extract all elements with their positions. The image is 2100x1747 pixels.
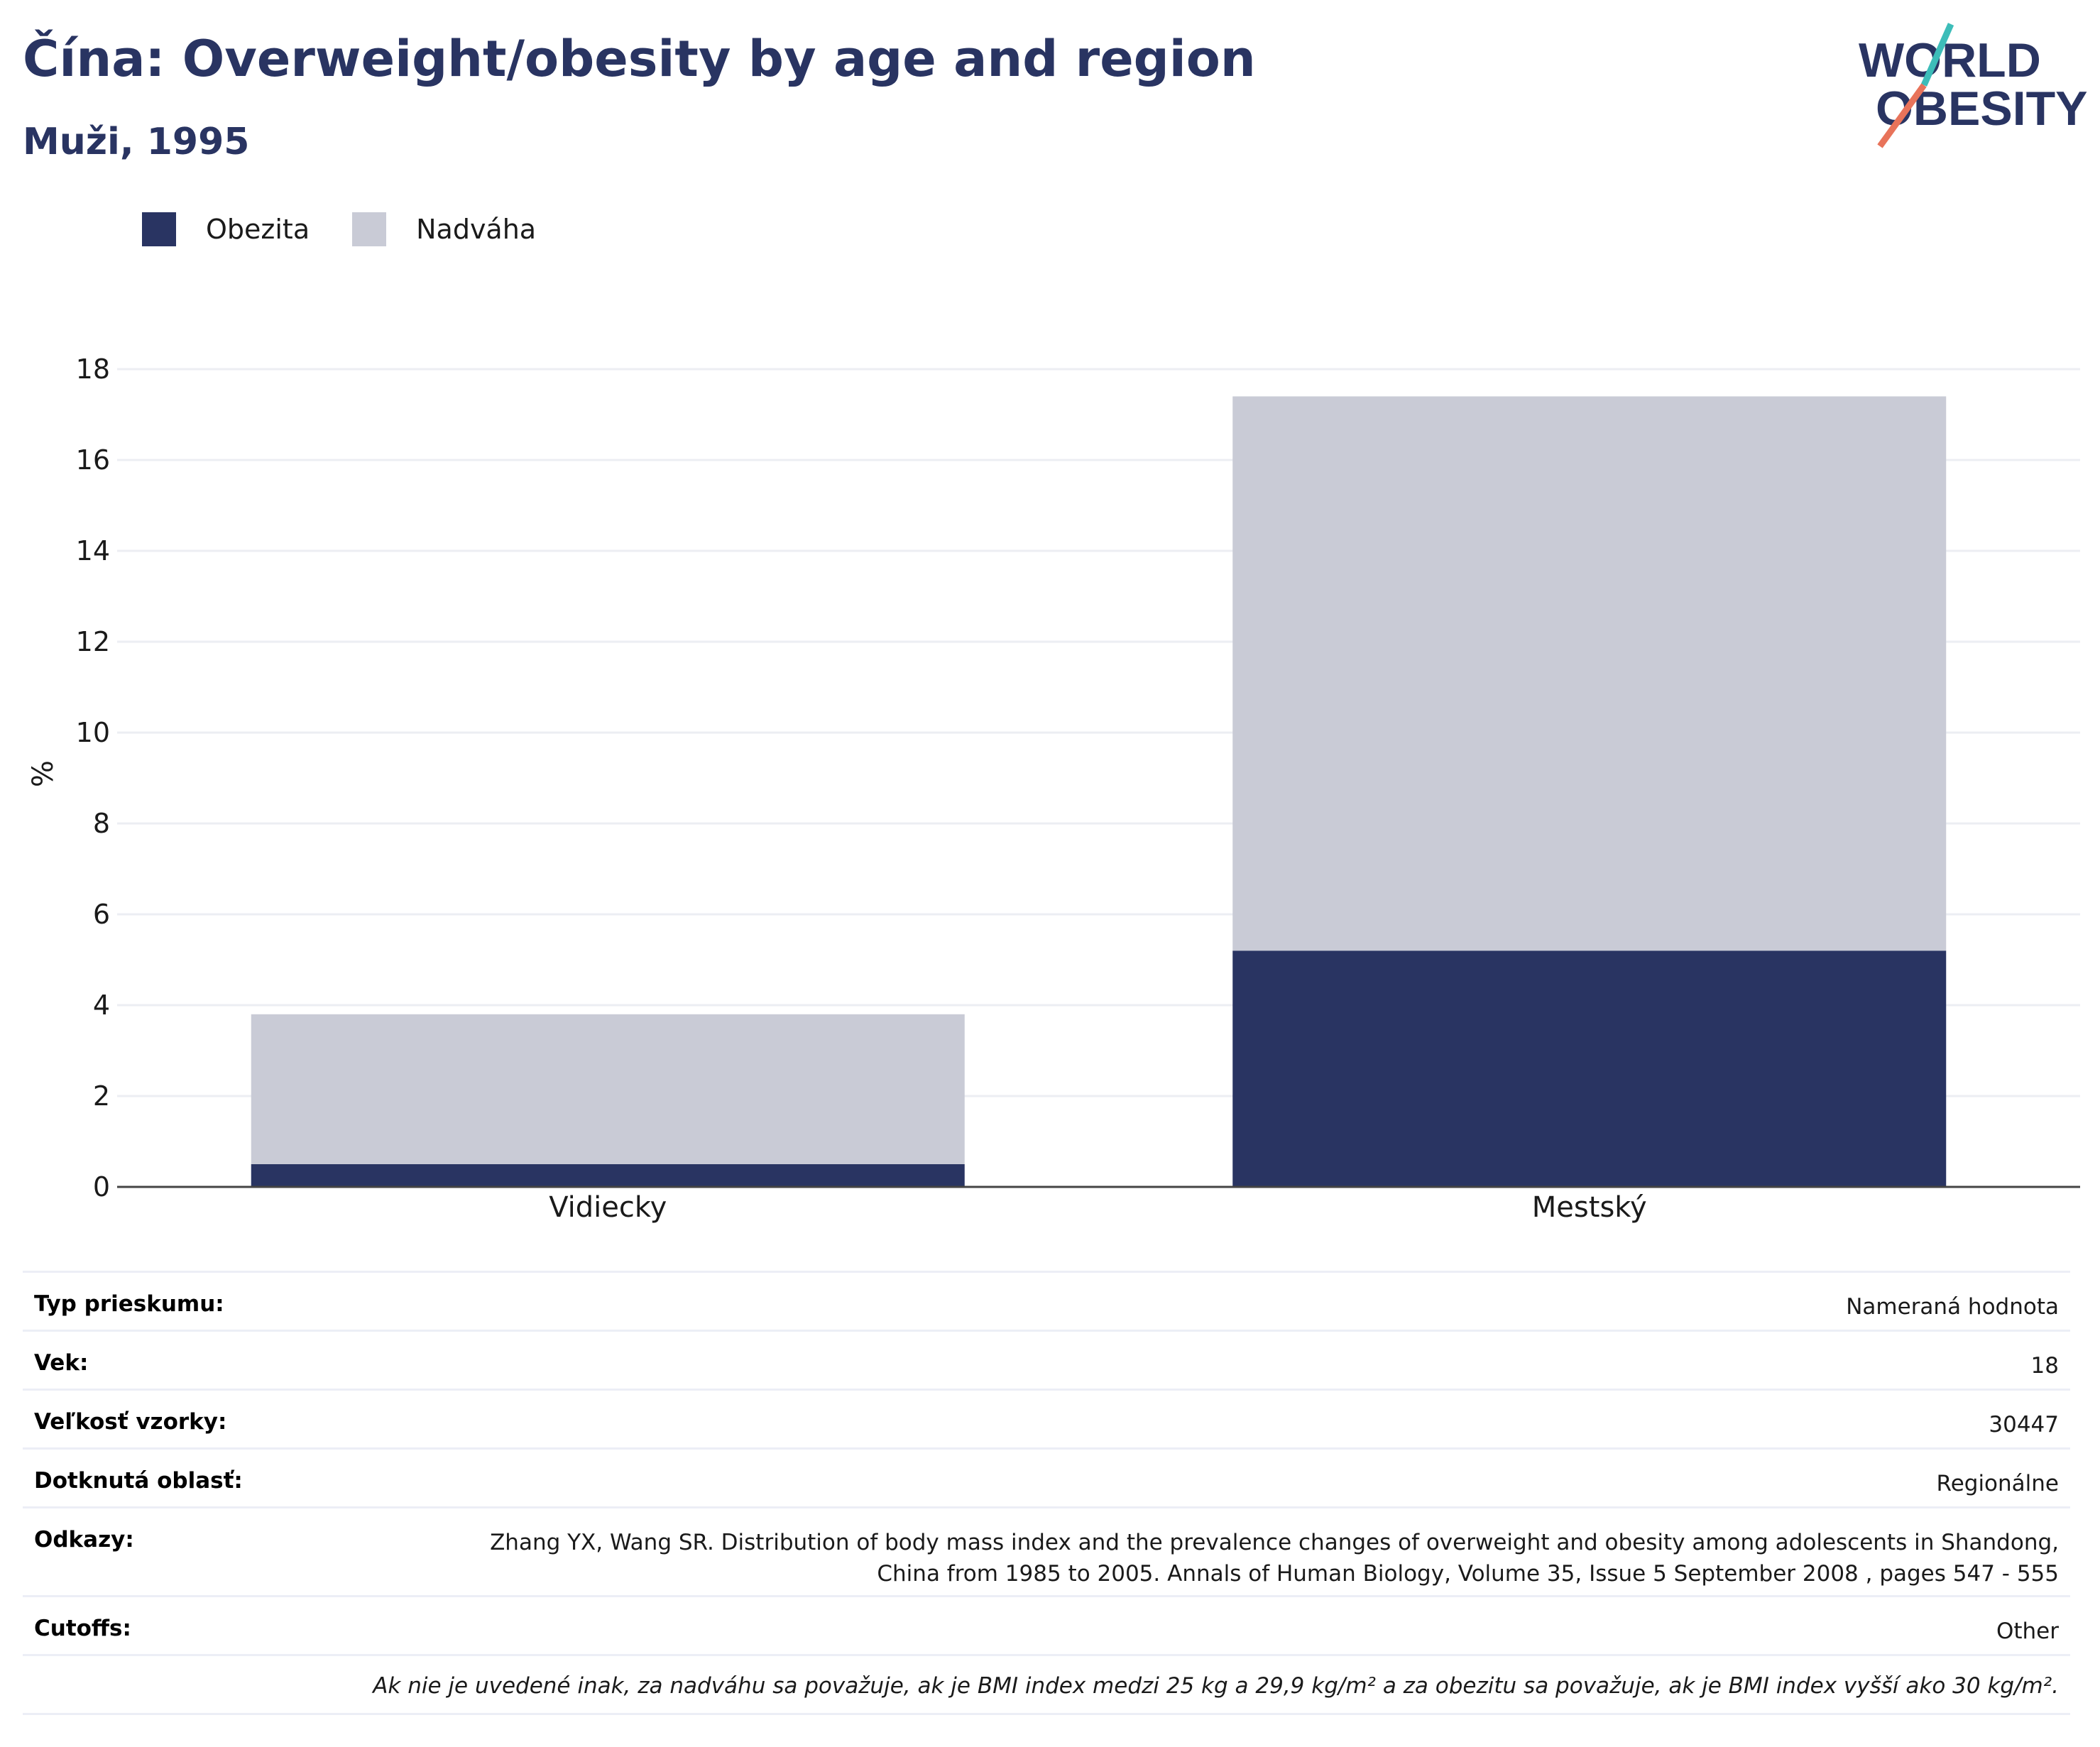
y-tick-label: 8 <box>93 808 110 839</box>
info-row-area: Dotknutá oblasť: Regionálne <box>23 1450 2070 1508</box>
logo-slash-teal <box>1920 23 1954 87</box>
bar-obesity-0[interactable] <box>251 1164 965 1187</box>
y-tick-label: 14 <box>76 535 110 566</box>
world-obesity-logo[interactable]: WORLD OBESITY <box>1846 14 2087 156</box>
bar-overweight-1[interactable] <box>1232 396 1947 951</box>
y-tick-label: 6 <box>93 899 110 930</box>
y-tick-label: 0 <box>93 1171 110 1203</box>
x-axis-labels: Vidiecky Mestský <box>549 1191 1647 1224</box>
y-tick-label: 16 <box>76 444 110 476</box>
bars <box>251 396 1947 1187</box>
info-row-note: Ak nie je uvedené inak, za nadváhu sa po… <box>23 1656 2070 1715</box>
reference-text: Zhang YX, Wang SR. Distribution of body … <box>490 1530 2059 1587</box>
info-row-sample-size: Veľkosť vzorky: 30447 <box>23 1391 2070 1450</box>
x-category-label: Vidiecky <box>549 1191 667 1224</box>
legend-item-overweight[interactable]: Nadváha <box>352 212 536 246</box>
legend-item-obesity[interactable]: Obezita <box>142 212 310 246</box>
y-tick-label: 2 <box>93 1080 110 1112</box>
chart-legend: Obezita Nadváha <box>142 212 579 247</box>
page-title: Čína: Overweight/obesity by age and regi… <box>23 30 1256 88</box>
info-value: Nameraná hodnota <box>1846 1294 2059 1320</box>
legend-swatch-overweight <box>352 212 387 246</box>
page-subtitle: Muži, 1995 <box>23 121 250 163</box>
info-label: Dotknutá oblasť: <box>34 1468 243 1494</box>
bar-obesity-1[interactable] <box>1232 951 1947 1187</box>
y-axis-title: % <box>27 760 60 787</box>
y-axis-ticks: 0 2 4 6 8 10 12 14 16 18 <box>76 354 110 1203</box>
info-label: Typ prieskumu: <box>34 1291 224 1317</box>
stacked-bar-chart: 0 2 4 6 8 10 12 14 16 18 Vidiecky Mestský % <box>27 354 2080 1224</box>
info-label: Odkazy: <box>34 1527 134 1552</box>
info-row-age: Vek: 18 <box>23 1332 2070 1391</box>
info-label: Veľkosť vzorky: <box>34 1409 227 1435</box>
logo-slash-coral <box>1877 83 1927 148</box>
legend-label-obesity: Obezita <box>206 214 310 245</box>
info-label: Cutoffs: <box>34 1616 131 1641</box>
info-value: 18 <box>2030 1353 2059 1379</box>
bmi-definition-note: Ak nie je uvedené inak, za nadváhu sa po… <box>373 1673 2059 1699</box>
y-tick-label: 18 <box>76 354 110 385</box>
info-row-cutoffs: Cutoffs: Other <box>23 1597 2070 1656</box>
info-row-survey-type: Typ prieskumu: Nameraná hodnota <box>23 1273 2070 1332</box>
logo-line-1: WORLD <box>1859 33 2041 87</box>
info-row-references: Odkazy: Zhang YX, Wang SR. Distribution … <box>23 1508 2070 1597</box>
y-tick-label: 12 <box>76 626 110 657</box>
legend-label-overweight: Nadváha <box>416 214 537 245</box>
info-value: 30447 <box>1989 1412 2059 1437</box>
info-value: Other <box>1996 1619 2059 1644</box>
info-value: Regionálne <box>1936 1471 2059 1496</box>
info-label: Vek: <box>34 1350 89 1376</box>
survey-info-table: Typ prieskumu: Nameraná hodnota Vek: 18 … <box>23 1271 2070 1715</box>
legend-swatch-obesity <box>142 212 176 246</box>
x-category-label: Mestský <box>1532 1191 1647 1224</box>
bar-overweight-0[interactable] <box>251 1014 965 1164</box>
y-tick-label: 4 <box>93 990 110 1021</box>
y-tick-label: 10 <box>76 717 110 748</box>
